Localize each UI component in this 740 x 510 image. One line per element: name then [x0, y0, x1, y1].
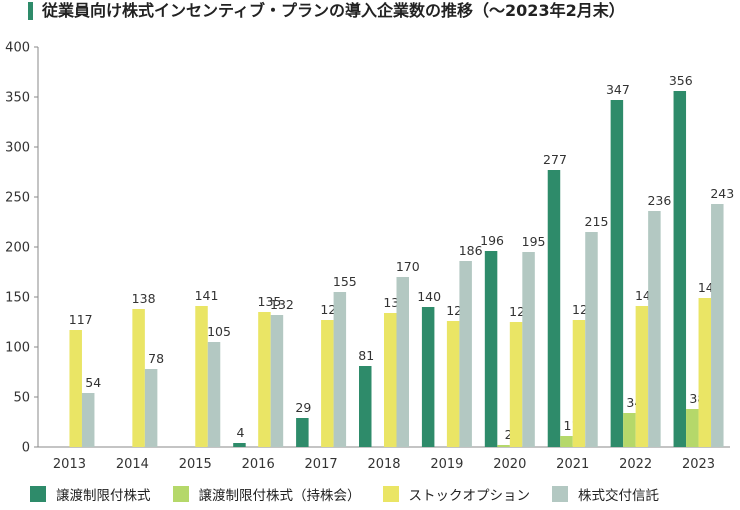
- bar: [585, 232, 598, 447]
- data-label: 138: [132, 291, 156, 306]
- bar: [207, 342, 221, 447]
- y-tick-label: 150: [5, 291, 30, 306]
- data-label: 78: [148, 351, 164, 366]
- data-label: 243: [710, 186, 734, 201]
- x-tick-label: 2018: [367, 457, 400, 472]
- x-tick-label: 2015: [179, 457, 212, 472]
- bar: [497, 445, 510, 447]
- title-accent-bar: [28, 2, 33, 20]
- data-label: 135: [258, 294, 282, 309]
- y-tick-label: 100: [5, 341, 30, 356]
- bar: [560, 436, 573, 447]
- data-label: 140: [417, 289, 441, 304]
- chart-legend: 譲渡制限付株式 譲渡制限付株式（持株会） ストックオプション 株式交付信託: [30, 484, 681, 504]
- bar: [69, 330, 82, 447]
- bar: [195, 306, 208, 447]
- bar: [144, 369, 158, 447]
- bar: [321, 320, 334, 447]
- y-tick-label: 200: [5, 241, 30, 256]
- bar: [270, 315, 284, 447]
- data-label: 347: [606, 82, 630, 97]
- bar: [610, 100, 624, 447]
- x-tick-label: 2021: [556, 457, 589, 472]
- bar: [459, 261, 472, 447]
- data-label: 81: [358, 348, 374, 363]
- bar: [635, 306, 649, 447]
- bar: [396, 277, 409, 447]
- y-tick-label: 300: [5, 141, 30, 156]
- data-label: 196: [480, 233, 504, 248]
- bar: [333, 292, 347, 447]
- data-label: 195: [522, 234, 546, 249]
- bar: [233, 443, 246, 447]
- bar: [572, 320, 586, 447]
- chart-title: 従業員向け株式インセンティブ・プランの導入企業数の推移（〜2023年2月末）: [42, 1, 625, 20]
- legend-swatch: [552, 486, 568, 502]
- bar: [673, 91, 687, 447]
- x-tick-label: 2019: [430, 457, 463, 472]
- legend-label: 株式交付信託: [578, 488, 659, 504]
- legend-item: 譲渡制限付株式: [30, 484, 151, 504]
- x-tick-label: 2017: [305, 457, 338, 472]
- data-label: 215: [585, 214, 609, 229]
- legend-swatch: [30, 486, 46, 502]
- data-label: 277: [543, 152, 567, 167]
- x-tick-label: 2014: [116, 457, 149, 472]
- y-tick-label: 400: [5, 41, 30, 56]
- bar: [258, 312, 271, 447]
- y-tick-label: 0: [22, 441, 30, 456]
- data-label: 186: [459, 243, 483, 258]
- bar: [648, 211, 661, 447]
- data-label: 2: [505, 427, 513, 442]
- legend-label: ストックオプション: [408, 488, 531, 504]
- x-tick-label: 2022: [619, 457, 652, 472]
- bar: [359, 366, 372, 447]
- legend-label: 譲渡制限付株式（持株会）: [198, 488, 361, 504]
- legend-item: 譲渡制限付株式（持株会）: [172, 484, 361, 504]
- data-label: 54: [85, 375, 101, 390]
- bar: [81, 393, 95, 447]
- y-tick-label: 250: [5, 191, 30, 206]
- y-tick-label: 50: [13, 391, 30, 406]
- legend-label: 譲渡制限付株式: [56, 488, 151, 504]
- bar: [522, 252, 535, 447]
- bar: [509, 322, 523, 447]
- bar: [711, 204, 724, 447]
- legend-swatch: [382, 486, 399, 502]
- bar: [446, 321, 460, 447]
- data-label: 117: [69, 312, 93, 327]
- data-label: 236: [647, 193, 671, 208]
- bar: [384, 313, 397, 447]
- data-label: 141: [195, 288, 219, 303]
- bar: [698, 298, 712, 447]
- bar: [132, 309, 145, 447]
- bar: [484, 251, 498, 447]
- x-tick-label: 2020: [493, 457, 526, 472]
- legend-item: 株式交付信託: [552, 484, 659, 504]
- x-tick-label: 2013: [53, 457, 86, 472]
- bar: [296, 418, 309, 447]
- data-label: 155: [333, 274, 357, 289]
- x-tick-label: 2023: [682, 457, 715, 472]
- bar: [421, 307, 435, 447]
- data-label: 170: [396, 259, 420, 274]
- legend-swatch: [172, 486, 189, 502]
- data-label: 4: [236, 425, 244, 440]
- legend-item: ストックオプション: [382, 484, 531, 504]
- bar: [686, 409, 699, 447]
- bar: [623, 413, 636, 447]
- data-label: 132: [270, 297, 294, 312]
- bar-chart: 0 50 100 150 200 250 300 350 400 117 54 2013 138 78 20…: [5, 41, 734, 473]
- y-tick-label: 350: [5, 91, 30, 106]
- data-label: 29: [295, 400, 311, 415]
- x-tick-label: 2016: [242, 457, 275, 472]
- data-label: 356: [669, 73, 693, 88]
- data-label: 105: [207, 324, 231, 339]
- bar: [547, 170, 561, 447]
